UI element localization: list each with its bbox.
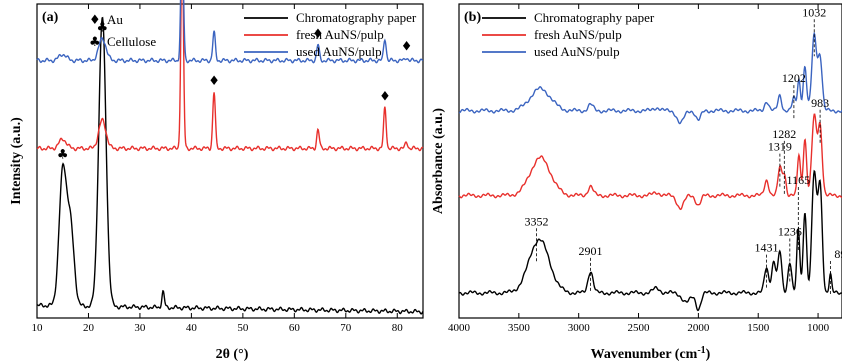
x-axis-title: 2θ (°) [216, 347, 249, 362]
legend-label-2: used AuNS/pulp [534, 44, 620, 59]
y-axis-title: Absorbance (a.u.) [431, 108, 446, 215]
peak-annotation: 1282 [772, 127, 796, 141]
x-tick-label: 20 [83, 322, 95, 334]
series-line-2 [36, 0, 424, 64]
x-tick-label: 4000 [448, 322, 471, 334]
y-axis-title: Intensity (a.u.) [9, 117, 24, 205]
plot-frame [36, 3, 424, 319]
legend-label-2: used AuNS/pulp [296, 44, 382, 59]
series-line-0 [458, 169, 842, 312]
au-marker-icon: ♦ [401, 39, 413, 54]
cellulose-marker-icon: ♣ [57, 147, 69, 162]
au-marker-icon: ♦ [379, 90, 391, 105]
panel-a-xrd: 10 20 30 40 50 60 70 80 2θ (°) Intensity (a.u.) (a… [9, 0, 424, 362]
panel-label: (b) [464, 10, 481, 25]
x-tick-label: 70 [340, 322, 352, 334]
legend-symbol-icon: ♣ [89, 35, 101, 50]
peak-annotation: 1431 [754, 241, 778, 255]
au-marker-icon: ♦ [312, 27, 324, 42]
series-line-2 [458, 31, 842, 125]
peak-annotation: 89 [834, 247, 842, 261]
x-tick-label: 2000 [687, 322, 710, 334]
x-tick-label: 50 [237, 322, 249, 334]
peak-annotation: 2901 [579, 244, 603, 258]
x-tick-label: 60 [289, 322, 301, 334]
legend-symbol-icon: ♦ [89, 13, 101, 28]
au-marker-icon: ♦ [208, 74, 220, 89]
peak-annotation: 1032 [802, 5, 826, 19]
x-tick-label: 30 [134, 322, 146, 334]
legend-label-1: fresh AuNS/pulp [534, 27, 622, 42]
x-tick-label: 1500 [747, 322, 770, 334]
legend-symbol-label: Cellulose [107, 34, 156, 49]
panel-b-ftir: 4000 3500 3000 2500 2000 1500 1000 Wavenumber (… [431, 3, 842, 363]
peak-annotation: 3352 [525, 214, 549, 228]
x-tick-label: 3000 [568, 322, 591, 334]
cellulose-marker-icon: ♣ [97, 21, 109, 36]
x-tick-label: 3500 [508, 322, 531, 334]
peak-annotation: 1165 [787, 173, 811, 187]
legend-symbol-label: Au [107, 12, 123, 27]
x-tick-label: 80 [392, 322, 404, 334]
x-tick-label: 10 [32, 322, 44, 334]
x-tick-label: 40 [186, 322, 198, 334]
series-line-1 [36, 0, 424, 152]
x-tick-label: 2500 [628, 322, 651, 334]
peak-annotation: 983 [811, 96, 829, 110]
peak-annotation: 1319 [768, 140, 792, 154]
x-tick-label: 1000 [807, 322, 830, 334]
legend-label-0: Chromatography paper [296, 10, 417, 25]
x-axis-title: Wavenumber (cm-1) [591, 345, 711, 363]
series-line-0 [36, 16, 424, 315]
panel-label: (a) [42, 10, 59, 25]
legend-label-1: fresh AuNS/pulp [296, 27, 384, 42]
peak-annotation: 1236 [778, 224, 802, 238]
series-line-1 [458, 113, 842, 211]
plot-frame [458, 3, 842, 319]
peak-annotation: 1202 [782, 71, 806, 85]
legend-label-0: Chromatography paper [534, 10, 655, 25]
